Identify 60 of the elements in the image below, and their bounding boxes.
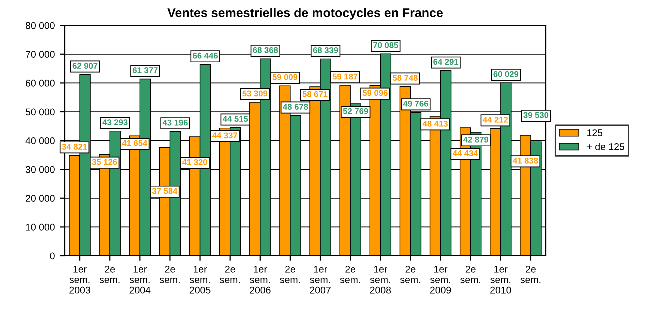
x-tick-label: 1er sem. 2008 [370,266,392,294]
x-tick-label: 2e sem. [340,266,360,284]
y-tick-label: 20 000 [26,195,55,202]
data-label: 48 678 [283,104,308,110]
data-label: 42 879 [463,136,489,143]
data-label: 39 530 [524,112,549,118]
x-tick-label: 1er sem. 2006 [250,266,271,294]
x-tick-label: 2e sem. [460,266,480,284]
data-label: 48 413 [422,120,448,127]
data-label: 41 654 [122,140,148,146]
data-label: 59 009 [272,74,298,80]
legend-label: 125 [588,130,603,136]
chart-title: Ventes semestrielles de motocycles en France [168,8,444,20]
x-tick-label: 2e sem. [520,266,541,284]
y-tick-label: 40 000 [26,138,55,144]
x-tick-label: 1er sem. 2010 [490,266,512,294]
x-tick-label: 2e sem. [220,266,240,284]
data-label: 53 309 [242,90,268,97]
y-tick-label: 70 000 [26,51,55,58]
data-label: 66 446 [193,52,218,59]
data-label: 68 339 [313,47,338,54]
data-label: 49 766 [403,100,428,107]
data-label: 44 515 [222,116,248,122]
data-label: 44 434 [452,150,478,156]
x-tick-label: 1er sem. 2003 [70,266,90,294]
data-label: 64 291 [434,59,459,66]
data-label: 44 337 [212,132,238,139]
x-tick-label: 2e sem. [100,266,120,284]
data-label: 37 584 [152,188,178,194]
data-label: 44 212 [483,116,508,123]
data-label: 62 907 [72,63,98,70]
y-tick-label: 30 000 [26,166,55,174]
data-label: 58 748 [392,75,418,81]
data-label: 58 671 [302,91,328,98]
data-label: 41 838 [513,158,538,164]
data-label: 43 293 [102,120,128,126]
x-tick-label: 2e sem. [160,266,180,284]
x-tick-label: 1er sem. 2009 [430,266,452,294]
x-tick-label: 2e sem. [280,266,300,284]
data-label: 35 126 [92,159,118,166]
data-label: 59 187 [332,74,358,80]
data-label: 41 320 [182,159,208,166]
data-label: 60 029 [494,71,519,78]
data-label: 59 096 [362,90,388,96]
y-tick-label: 80 000 [26,22,55,30]
x-tick-label: 1er sem. 2004 [130,266,151,294]
data-label: 43 196 [162,120,188,126]
data-label: 61 377 [132,68,158,74]
data-label: 70 085 [374,42,398,48]
data-label: 52 769 [343,108,368,114]
data-label: 68 368 [253,47,278,54]
x-tick-label: 1er sem. 2005 [190,266,211,294]
x-tick-label: 2e sem. [400,266,420,284]
legend-label: + de 125 [587,143,624,150]
y-tick-label: 10 000 [26,224,55,231]
y-tick-label: 60 000 [26,80,55,87]
y-tick-label: 50 000 [26,108,55,116]
data-label: 34 821 [62,144,88,150]
x-tick-label: 1er sem. 2007 [310,266,331,294]
y-tick-label: 0 [50,252,55,260]
